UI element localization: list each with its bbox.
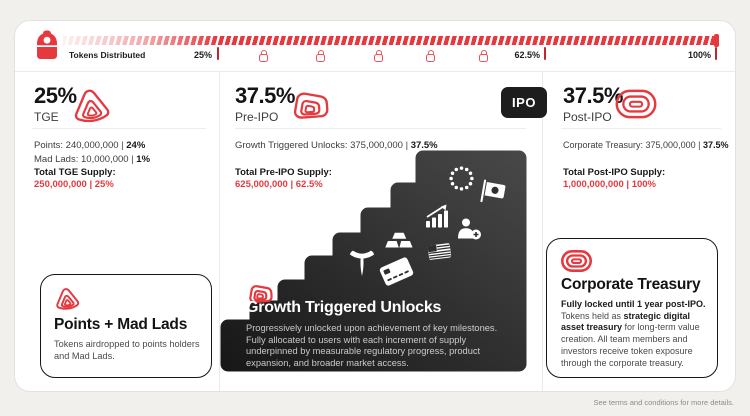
- main-card: Tokens Distributed 25% 62.5% 100% 25% TG…: [14, 20, 736, 392]
- postipo-total-value: 1,000,000,000 | 100%: [563, 178, 656, 190]
- treasury-body-bold-1: Fully locked until 1 year post-IPO.: [561, 299, 706, 309]
- backpack-icon: [37, 30, 57, 59]
- postipo-divider: [561, 128, 721, 129]
- tge-total: Total TGE Supply: 250,000,000 | 25%: [34, 167, 116, 190]
- token-progress-dashes: [63, 36, 717, 45]
- tge-stat-points: Points: 240,000,000 | 24%: [34, 140, 146, 151]
- us-flag-icon: [427, 243, 452, 260]
- preipo-stats: Growth Triggered Unlocks: 375,000,000 | …: [235, 139, 438, 153]
- preipo-divider: [235, 128, 526, 129]
- distribution-progress-bar: Tokens Distributed 25% 62.5% 100%: [15, 21, 735, 72]
- points-madlads-card: Points + Mad Lads Tokens airdropped to p…: [40, 274, 212, 378]
- preipo-stat-unlocks: Growth Triggered Unlocks: 375,000,000 | …: [235, 140, 438, 151]
- column-divider-1: [219, 71, 220, 391]
- postipo-stage-label: Post-IPO: [563, 110, 612, 124]
- lock-icon: [316, 50, 325, 62]
- concentric-stadium-logo-icon: [561, 250, 592, 272]
- lock-icon: [259, 50, 268, 62]
- preipo-total-value: 625,000,000 | 62.5%: [235, 178, 323, 190]
- progress-endcap: [714, 34, 719, 47]
- milestone-icons: Growth Triggered Unlocks Progressively u…: [221, 141, 526, 371]
- tick-62: [544, 47, 546, 60]
- terms-note[interactable]: See terms and conditions for more detail…: [593, 398, 735, 407]
- points-madlads-title: Points + Mad Lads: [54, 316, 188, 333]
- investor-coin-icon: [458, 218, 481, 240]
- lock-icon: [374, 50, 383, 62]
- eu-stars-icon: [449, 166, 474, 191]
- preipo-total-label: Total Pre-IPO Supply:: [235, 167, 332, 178]
- corporate-treasury-card: Corporate Treasury Fully locked until 1 …: [546, 238, 718, 378]
- column-divider-2: [542, 71, 543, 391]
- tesla-icon: [349, 250, 375, 276]
- preipo-percent: 37.5%: [235, 83, 295, 108]
- lock-icon: [479, 50, 488, 62]
- tge-total-label: Total TGE Supply:: [34, 167, 116, 178]
- postipo-stats: Corporate Treasury: 375,000,000 | 37.5%: [563, 139, 728, 153]
- postipo-percent: 37.5%: [563, 83, 623, 108]
- tick-100: [715, 47, 717, 60]
- rounded-triangle-logo-icon: [54, 287, 80, 311]
- preipo-stage-label: Pre-IPO: [235, 110, 279, 124]
- progress-label: Tokens Distributed: [69, 50, 146, 60]
- treasury-body-4: for long-term value creation. All team m…: [561, 322, 700, 368]
- postipo-heading: 37.5% Post-IPO: [563, 83, 623, 125]
- growth-unlocks-title: Growth Triggered Unlocks: [246, 299, 442, 316]
- milestone-staircase: [220, 150, 527, 372]
- tge-stage-label: TGE: [34, 110, 59, 124]
- tge-divider: [32, 128, 206, 129]
- postipo-stat-treasury: Corporate Treasury: 375,000,000 | 37.5%: [563, 140, 729, 150]
- progress-marker-25: 25%: [193, 50, 212, 60]
- treasury-body-2: Tokens held as: [561, 310, 624, 321]
- rounded-trapezoid-logo-icon: [292, 90, 329, 120]
- corporate-treasury-title: Corporate Treasury: [561, 276, 701, 293]
- treasury-body-bold-3: strategic digital asset treasury: [561, 310, 691, 333]
- lock-icon: [426, 50, 435, 62]
- credit-card-icon: [379, 257, 414, 286]
- tge-percent: 25%: [34, 83, 77, 108]
- postipo-total: Total Post-IPO Supply: 1,000,000,000 | 1…: [563, 167, 665, 190]
- tge-stat-madlads: Mad Lads: 10,000,000 | 1%: [34, 153, 151, 165]
- preipo-total: Total Pre-IPO Supply: 625,000,000 | 62.5…: [235, 167, 332, 190]
- concentric-stadium-logo-icon: [615, 89, 657, 119]
- progress-marker-62: 62.5%: [514, 50, 540, 60]
- postipo-total-label: Total Post-IPO Supply:: [563, 167, 666, 178]
- tick-25: [217, 47, 219, 60]
- progress-marker-100: 100%: [687, 50, 711, 60]
- tge-stats: Points: 240,000,000 | 24% Mad Lads: 10,0…: [34, 139, 150, 166]
- gold-bars-icon: [385, 232, 413, 248]
- growth-unlocks-body: Progressively unlocked upon achievement …: [246, 323, 498, 368]
- tge-total-value: 250,000,000 | 25%: [34, 178, 114, 190]
- japan-flag-icon: [480, 179, 506, 203]
- rounded-triangle-logo-icon: [71, 87, 111, 125]
- preipo-heading: 37.5% Pre-IPO: [235, 83, 295, 125]
- growth-chart-icon: [426, 204, 448, 228]
- corporate-treasury-body: Fully locked until 1 year post-IPO. Toke…: [561, 299, 708, 369]
- ipo-badge: IPO: [501, 87, 547, 118]
- tge-heading: 25% TGE: [34, 83, 77, 125]
- points-madlads-body: Tokens airdropped to points holders and …: [54, 339, 200, 361]
